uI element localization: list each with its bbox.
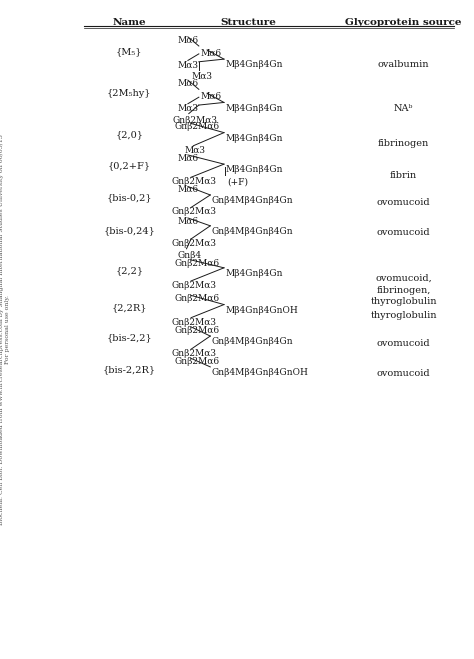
Text: Gnβ2Mα3: Gnβ2Mα3 bbox=[172, 281, 217, 290]
Text: Gnβ4Mβ4Gnβ4Gn: Gnβ4Mβ4Gnβ4Gn bbox=[211, 337, 293, 347]
Text: Mα3: Mα3 bbox=[184, 146, 205, 155]
Text: Gnβ2Mα6: Gnβ2Mα6 bbox=[174, 258, 219, 268]
Text: Mβ4Gnβ4Gn: Mβ4Gnβ4Gn bbox=[225, 61, 283, 69]
Text: fibrinogen: fibrinogen bbox=[378, 139, 429, 148]
Text: ovomucoid: ovomucoid bbox=[377, 369, 430, 378]
Text: {0,2+F}: {0,2+F} bbox=[108, 161, 151, 171]
Text: Gnβ2Mα6: Gnβ2Mα6 bbox=[174, 326, 219, 335]
Text: Mα3: Mα3 bbox=[177, 61, 198, 69]
Text: {bis-0,24}: {bis-0,24} bbox=[103, 226, 155, 235]
Text: ovomucoid: ovomucoid bbox=[377, 339, 430, 348]
Text: {2,2R}: {2,2R} bbox=[111, 303, 147, 312]
Text: {bis-2,2R}: {bis-2,2R} bbox=[103, 365, 156, 374]
Text: fibrin: fibrin bbox=[390, 171, 417, 180]
Text: {bis-2,2}: {bis-2,2} bbox=[107, 333, 152, 343]
Text: Gnβ2Mα6: Gnβ2Mα6 bbox=[174, 357, 219, 366]
Text: {2,0}: {2,0} bbox=[115, 130, 143, 139]
Text: ovomucoid: ovomucoid bbox=[377, 229, 430, 237]
Text: Mβ4Gnβ4Gn: Mβ4Gnβ4Gn bbox=[225, 269, 283, 278]
Text: Mα6: Mα6 bbox=[200, 92, 221, 101]
Text: Gnβ4Mβ4Gnβ4Gn: Gnβ4Mβ4Gnβ4Gn bbox=[211, 227, 293, 236]
Text: Gnβ2Mα3: Gnβ2Mα3 bbox=[172, 177, 217, 186]
Text: {bis-0,2}: {bis-0,2} bbox=[107, 193, 152, 202]
Text: ovomucoid: ovomucoid bbox=[377, 198, 430, 208]
Text: Mα6: Mα6 bbox=[177, 154, 199, 163]
Text: Mβ4Gnβ4Gn: Mβ4Gnβ4Gn bbox=[225, 165, 283, 175]
Text: Mβ4Gnβ4Gn: Mβ4Gnβ4Gn bbox=[225, 103, 283, 113]
Text: thyroglobulin: thyroglobulin bbox=[370, 311, 437, 320]
Text: Gnβ2Mα6: Gnβ2Mα6 bbox=[174, 122, 219, 131]
Text: Mα6: Mα6 bbox=[177, 79, 199, 88]
Text: Gnβ2Mα3: Gnβ2Mα3 bbox=[173, 115, 218, 125]
Text: Gnβ2Mα3: Gnβ2Mα3 bbox=[172, 239, 217, 248]
Text: Gnβ2Mα3: Gnβ2Mα3 bbox=[172, 349, 217, 358]
Text: Mα6: Mα6 bbox=[177, 217, 199, 225]
Text: Gnβ2Mα6: Gnβ2Mα6 bbox=[174, 294, 219, 303]
Text: Biochem. Cell Biol. Downloaded from www.nrcresearchpress.com by Shanghai Interna: Biochem. Cell Biol. Downloaded from www.… bbox=[0, 134, 10, 525]
Text: Mα6: Mα6 bbox=[177, 185, 199, 194]
Text: Gnβ4Mβ4Gnβ4GnOH: Gnβ4Mβ4Gnβ4GnOH bbox=[211, 368, 309, 377]
Text: Gnβ2Mα3: Gnβ2Mα3 bbox=[172, 208, 217, 216]
Text: Mα3: Mα3 bbox=[177, 103, 198, 113]
Text: ovalbumin: ovalbumin bbox=[378, 61, 429, 69]
Text: ovomucoid,: ovomucoid, bbox=[375, 273, 432, 283]
Text: Structure: Structure bbox=[220, 18, 276, 27]
Text: Name: Name bbox=[112, 18, 146, 27]
Text: {2,2}: {2,2} bbox=[115, 266, 144, 275]
Text: Mβ4Gnβ4GnOH: Mβ4Gnβ4GnOH bbox=[225, 306, 298, 315]
Text: Gnβ4: Gnβ4 bbox=[177, 251, 201, 260]
Text: {2M₅hy}: {2M₅hy} bbox=[107, 90, 152, 98]
Text: Mα3: Mα3 bbox=[191, 72, 212, 81]
Text: thyroglobulin: thyroglobulin bbox=[370, 297, 437, 306]
Text: Mβ4Gnβ4Gn: Mβ4Gnβ4Gn bbox=[225, 134, 283, 143]
Text: {M₅}: {M₅} bbox=[116, 47, 143, 56]
Text: Gnβ2Mα3: Gnβ2Mα3 bbox=[172, 318, 217, 327]
Text: NAᵇ: NAᵇ bbox=[394, 103, 413, 113]
Text: Mα6: Mα6 bbox=[177, 36, 199, 45]
Text: Gnβ4Mβ4Gnβ4Gn: Gnβ4Mβ4Gnβ4Gn bbox=[211, 196, 293, 206]
Text: fibrinogen,: fibrinogen, bbox=[376, 285, 431, 295]
Text: Glycoprotein source: Glycoprotein source bbox=[346, 18, 462, 27]
Text: (+F): (+F) bbox=[228, 177, 249, 186]
Text: Mα6: Mα6 bbox=[200, 49, 221, 57]
